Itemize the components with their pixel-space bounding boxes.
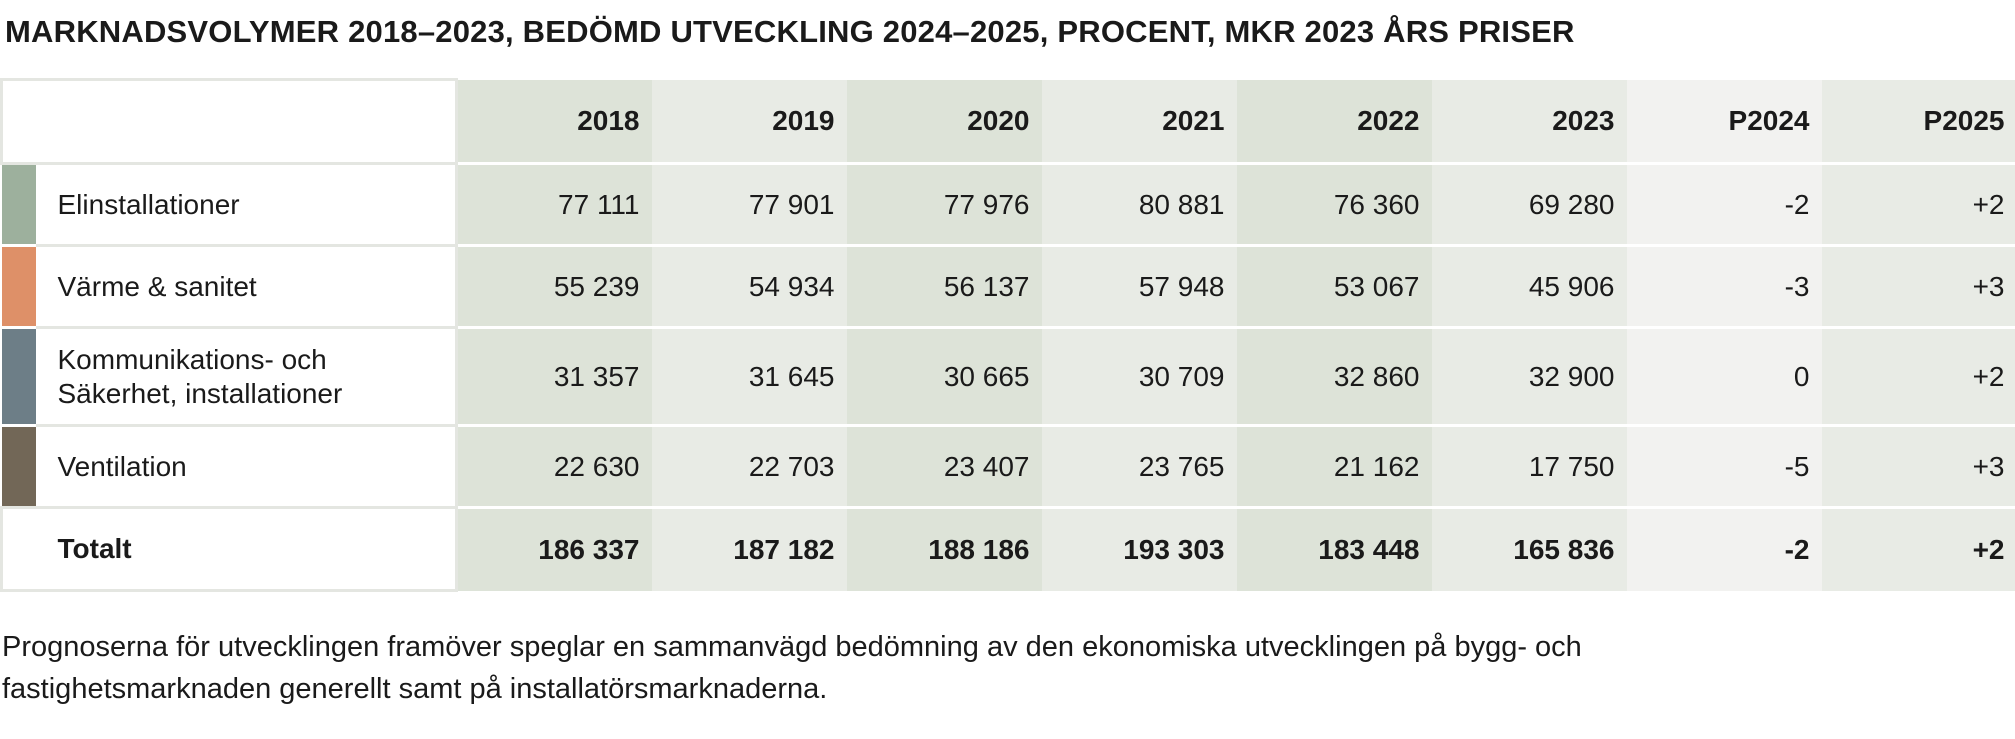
- total-value: -2: [1626, 506, 1822, 591]
- cell-value: -5: [1626, 424, 1822, 508]
- cell-value: 21 162: [1236, 424, 1432, 508]
- total-value: 188 186: [846, 506, 1042, 591]
- footnote-line: fastighetsmarknaden generellt samt på in…: [2, 673, 828, 705]
- cell-value: 56 137: [846, 244, 1042, 328]
- footnote: Prognoserna för utvecklingen framöver sp…: [2, 626, 2002, 710]
- color-swatch: [1, 244, 36, 328]
- cell-value: 53 067: [1236, 244, 1432, 328]
- row-label-line: Kommunikations- och: [57, 343, 327, 375]
- total-value: +2: [1821, 506, 2015, 591]
- cell-value: 77 901: [651, 162, 847, 246]
- total-value: 165 836: [1431, 506, 1627, 591]
- row-label: Kommunikations- och Säkerhet, installati…: [35, 326, 458, 426]
- header-row: 2018 2019 2020 2021 2022 2023 P2024 P202…: [0, 78, 2015, 165]
- cell-value: 0: [1626, 326, 1822, 426]
- table-row: Värme & sanitet 55 239 54 934 56 137 57 …: [1, 244, 2015, 328]
- table-row: Elinstallationer 77 111 77 901 77 976 80…: [1, 162, 2015, 246]
- col-header: 2018: [456, 79, 652, 164]
- cell-value: 23 765: [1041, 424, 1237, 508]
- col-header: P2025: [1821, 79, 2015, 164]
- cell-value: 30 665: [846, 326, 1042, 426]
- cell-value: 45 906: [1431, 244, 1627, 328]
- cell-value: 22 703: [651, 424, 847, 508]
- cell-value: 77 111: [456, 162, 652, 246]
- cell-value: +3: [1821, 244, 2015, 328]
- market-volume-table: 2018 2019 2020 2021 2022 2023 P2024 P202…: [0, 78, 2015, 592]
- cell-value: 32 900: [1431, 326, 1627, 426]
- table-row: Kommunikations- och Säkerhet, installati…: [1, 326, 2015, 426]
- col-header: 2021: [1041, 79, 1237, 164]
- cell-value: -3: [1626, 244, 1822, 328]
- cell-value: 32 860: [1236, 326, 1432, 426]
- color-swatch: [1, 162, 36, 246]
- col-header: 2019: [651, 79, 847, 164]
- row-label: Värme & sanitet: [35, 244, 458, 328]
- total-label: Totalt: [35, 506, 458, 592]
- cell-value: 76 360: [1236, 162, 1432, 246]
- total-value: 193 303: [1041, 506, 1237, 591]
- row-label: Ventilation: [35, 424, 458, 508]
- cell-value: 54 934: [651, 244, 847, 328]
- color-swatch: [1, 424, 36, 508]
- col-header: P2024: [1626, 79, 1822, 164]
- cell-value: 69 280: [1431, 162, 1627, 246]
- color-swatch: [1, 326, 36, 426]
- cell-value: +2: [1821, 326, 2015, 426]
- cell-value: +3: [1821, 424, 2015, 508]
- cell-value: -2: [1626, 162, 1822, 246]
- cell-value: 30 709: [1041, 326, 1237, 426]
- total-row: Totalt 186 337 187 182 188 186 193 303 1…: [0, 506, 2015, 592]
- cell-value: 55 239: [456, 244, 652, 328]
- total-value: 186 337: [456, 506, 652, 591]
- cell-value: 57 948: [1041, 244, 1237, 328]
- cell-value: 17 750: [1431, 424, 1627, 508]
- cell-value: 77 976: [846, 162, 1042, 246]
- row-label-line: Säkerhet, installationer: [57, 377, 343, 409]
- chart-title: MARKNADSVOLYMER 2018–2023, BEDÖMD UTVECK…: [5, 14, 1575, 49]
- total-value: 183 448: [1236, 506, 1432, 591]
- col-header: 2022: [1236, 79, 1432, 164]
- cell-value: +2: [1821, 162, 2015, 246]
- total-value: 187 182: [651, 506, 847, 591]
- cell-value: 22 630: [456, 424, 652, 508]
- header-corner: [0, 78, 458, 165]
- cell-value: 31 357: [456, 326, 652, 426]
- total-swatch-blank: [0, 506, 36, 592]
- cell-value: 80 881: [1041, 162, 1237, 246]
- col-header: 2020: [846, 79, 1042, 164]
- row-label: Elinstallationer: [35, 162, 458, 246]
- table-row: Ventilation 22 630 22 703 23 407 23 765 …: [1, 424, 2015, 508]
- cell-value: 23 407: [846, 424, 1042, 508]
- cell-value: 31 645: [651, 326, 847, 426]
- footnote-line: Prognoserna för utvecklingen framöver sp…: [2, 631, 1582, 663]
- col-header: 2023: [1431, 79, 1627, 164]
